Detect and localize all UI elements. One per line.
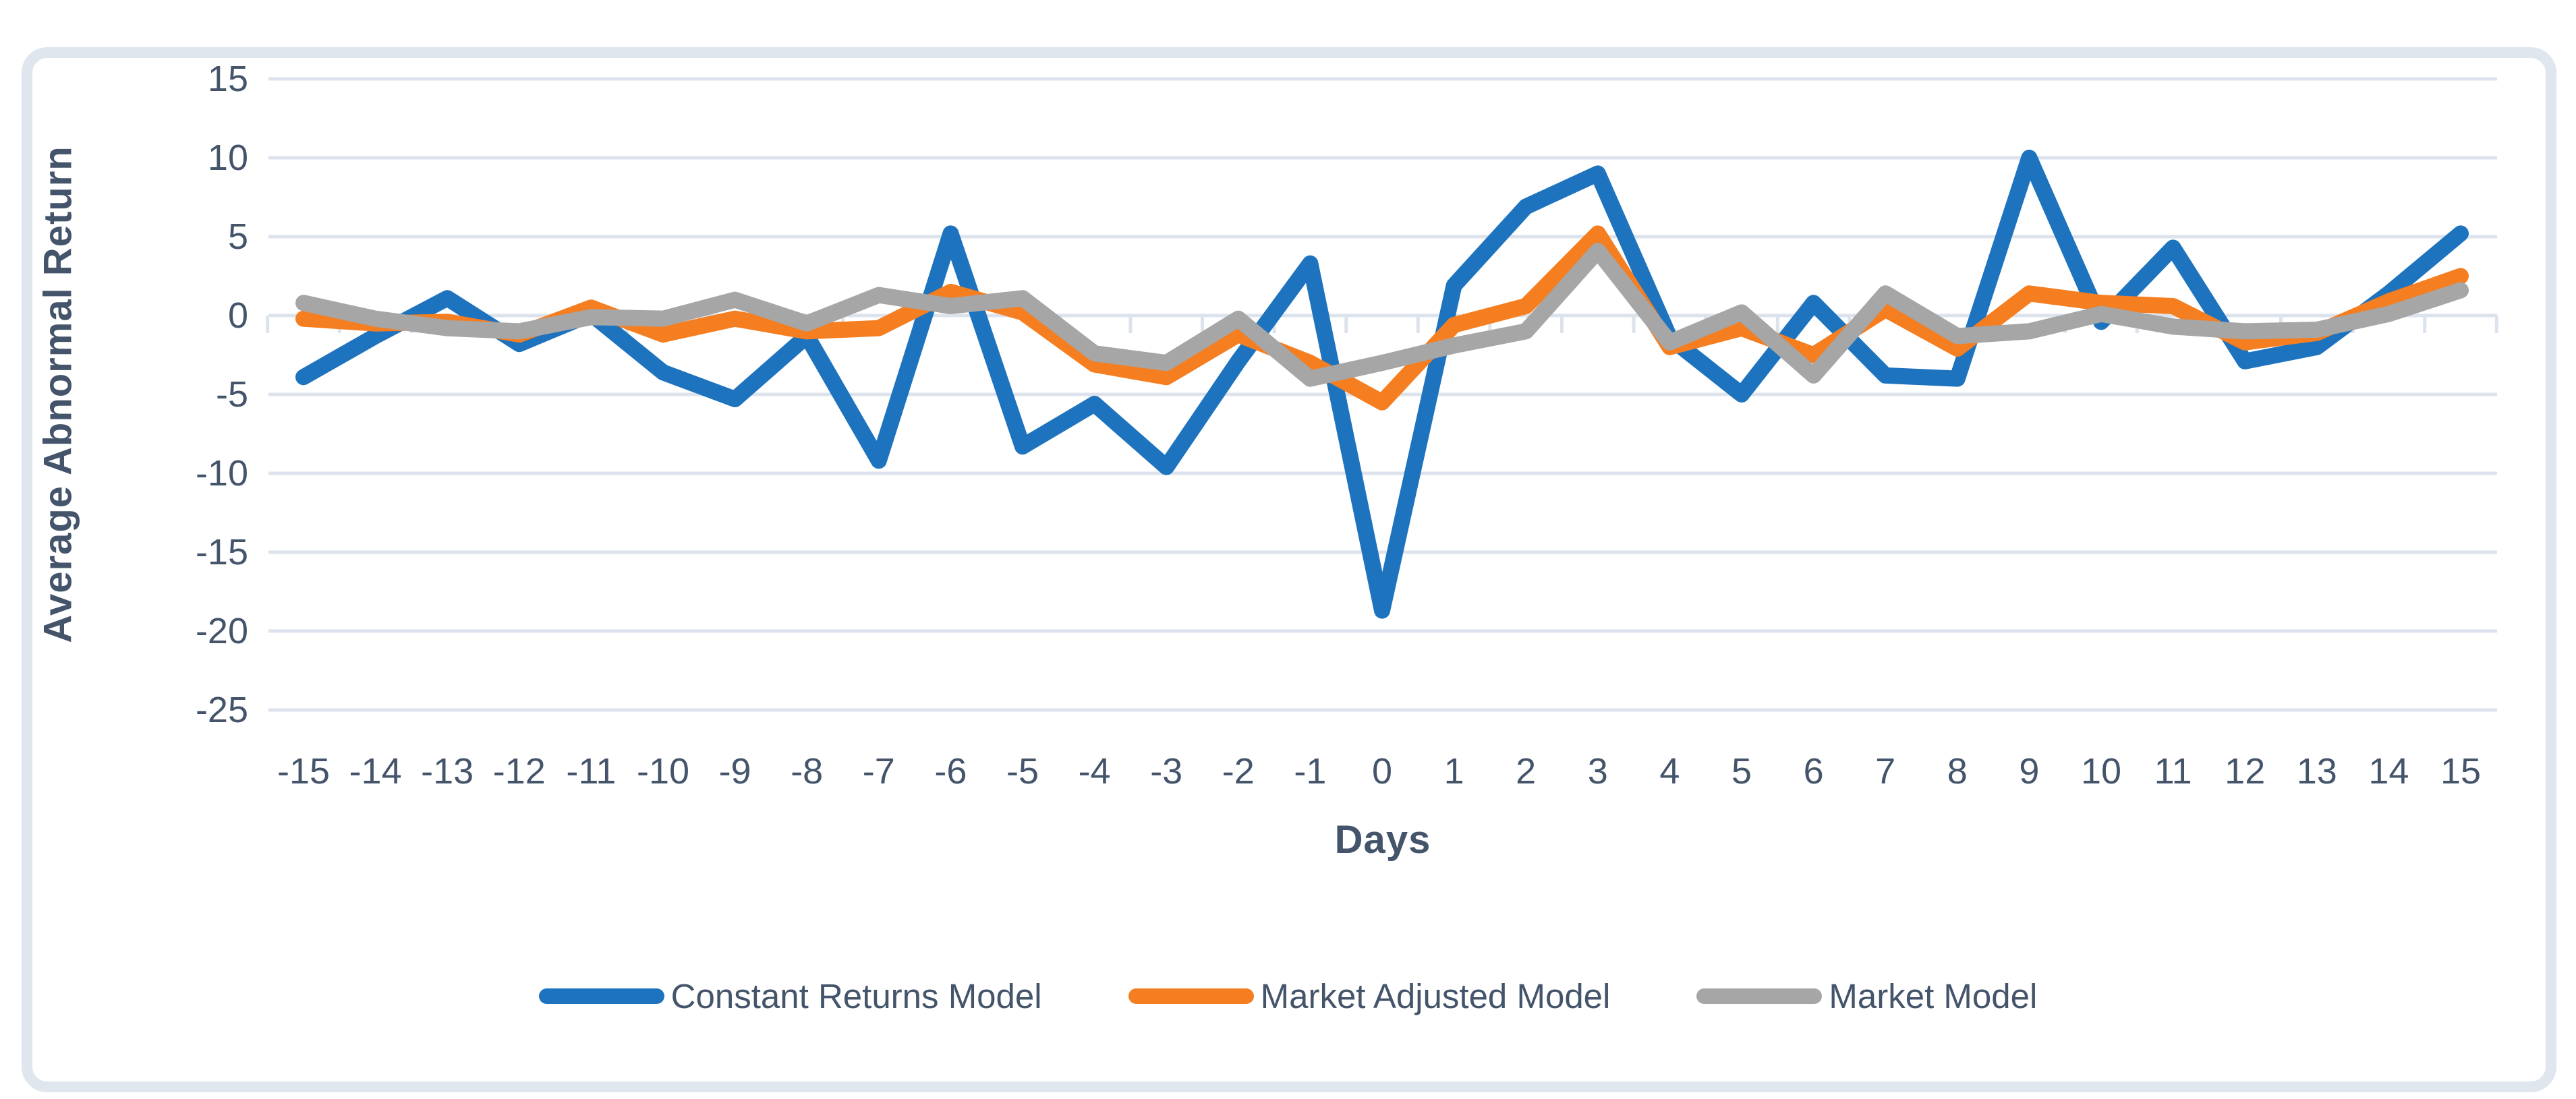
chart-border bbox=[22, 47, 2556, 1092]
series-line-market-adjusted-model bbox=[295, 225, 2469, 411]
x-tick-label: -14 bbox=[349, 751, 402, 792]
legend-label-market-adjusted-model: Market Adjusted Model bbox=[1260, 977, 1611, 1015]
x-tick-label: 9 bbox=[2019, 751, 2039, 792]
x-tick-label: 10 bbox=[2081, 751, 2121, 792]
y-tick-label: 0 bbox=[228, 295, 248, 336]
y-tick-label: -20 bbox=[196, 611, 248, 651]
x-tick-label: -2 bbox=[1222, 751, 1255, 792]
y-tick-label: -5 bbox=[216, 374, 248, 415]
x-tick-label: 14 bbox=[2368, 751, 2409, 792]
legend-item-market-model: Market Model bbox=[1696, 976, 2037, 1016]
x-tick-label: -3 bbox=[1150, 751, 1182, 792]
x-tick-label: -13 bbox=[421, 751, 474, 792]
x-tick-label: 11 bbox=[2154, 751, 2192, 792]
x-tick-label: -9 bbox=[719, 751, 751, 792]
y-tick-label: -15 bbox=[196, 532, 248, 572]
y-tick-label: 5 bbox=[228, 216, 248, 257]
x-tick-label: 8 bbox=[1947, 751, 1968, 792]
x-tick-label: -11 bbox=[566, 751, 616, 792]
x-tick-label: -8 bbox=[791, 751, 823, 792]
x-tick-label: 4 bbox=[1659, 751, 1680, 792]
x-tick-label: 15 bbox=[2440, 751, 2481, 792]
y-tick-label: -10 bbox=[196, 453, 248, 494]
x-tick-label: 5 bbox=[1731, 751, 1752, 792]
y-tick-label: 10 bbox=[208, 138, 248, 178]
legend-item-constant-returns-model: Constant Returns Model bbox=[538, 976, 1042, 1016]
x-tick-label: 13 bbox=[2297, 751, 2337, 792]
x-tick-label: 12 bbox=[2225, 751, 2265, 792]
x-tick-label: -7 bbox=[863, 751, 895, 792]
x-tick-label: -5 bbox=[1006, 751, 1039, 792]
y-tick-label: -25 bbox=[196, 690, 248, 730]
x-tick-label: -1 bbox=[1294, 751, 1326, 792]
x-tick-label: 0 bbox=[1372, 751, 1392, 792]
x-tick-label: -4 bbox=[1079, 751, 1111, 792]
legend-item-market-adjusted-model: Market Adjusted Model bbox=[1128, 976, 1611, 1016]
legend-swatch-constant-returns-model bbox=[538, 988, 664, 1004]
legend-swatch-market-model bbox=[1696, 988, 1823, 1004]
legend-label-market-model: Market Model bbox=[1829, 977, 2038, 1015]
chart-legend: Constant Returns Model Market Adjusted Mo… bbox=[0, 976, 2576, 1016]
series-line-market-model bbox=[295, 243, 2469, 387]
x-tick-label: 1 bbox=[1444, 751, 1464, 792]
x-tick-label: 3 bbox=[1588, 751, 1608, 792]
series-line-constant-returns-model bbox=[295, 150, 2469, 619]
y-tick-label: 15 bbox=[208, 59, 248, 99]
x-tick-label: 2 bbox=[1516, 751, 1536, 792]
x-axis-title: Days bbox=[1334, 818, 1431, 862]
x-tick-label: -6 bbox=[934, 751, 967, 792]
x-tick-label: -12 bbox=[493, 751, 546, 792]
x-tick-label: -15 bbox=[277, 751, 330, 792]
x-tick-label: 7 bbox=[1875, 751, 1895, 792]
x-tick-label: 6 bbox=[1804, 751, 1824, 792]
legend-swatch-market-adjusted-model bbox=[1128, 988, 1254, 1004]
x-tick-label: -10 bbox=[637, 751, 689, 792]
y-axis-title: Average Abnormal Return bbox=[36, 146, 80, 643]
y-axis-tick-labels: 15 10 5 0 -5 -10 -15 -20 -25 bbox=[196, 59, 248, 730]
legend-label-constant-returns-model: Constant Returns Model bbox=[670, 977, 1042, 1015]
x-axis-tick-labels: -15 -14 -13 -12 -11 -10 -9 -8 -7 -6 -5 -4 -3 -2 -1 0 1 2 3… bbox=[277, 751, 2481, 792]
